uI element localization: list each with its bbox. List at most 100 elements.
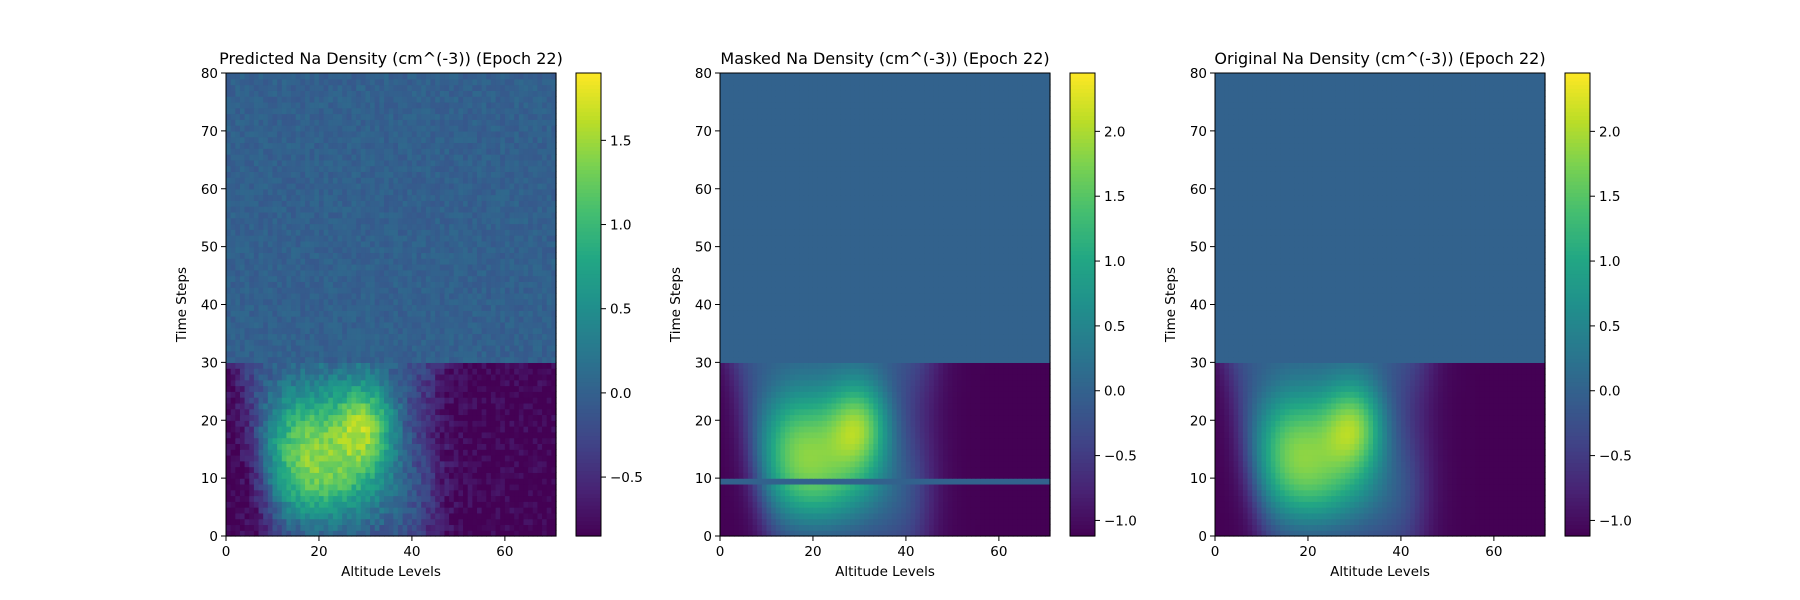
- heatmap-cell: [463, 333, 469, 340]
- heatmap-cell: [337, 142, 343, 149]
- heatmap-cell: [476, 310, 483, 317]
- heatmap-cell: [226, 507, 232, 514]
- heatmap-cell: [342, 229, 348, 236]
- heatmap-cell: [402, 443, 408, 450]
- heatmap-cell: [439, 327, 446, 335]
- heatmap-cell: [444, 466, 450, 473]
- heatmap-cell: [244, 483, 250, 491]
- heatmap-cell: [239, 449, 246, 456]
- heatmap-cell: [435, 385, 441, 392]
- heatmap-cell: [509, 426, 515, 433]
- heatmap-cell: [449, 240, 455, 248]
- heatmap-cell: [384, 449, 390, 456]
- heatmap-cell: [458, 431, 464, 439]
- heatmap-cell: [230, 304, 236, 311]
- heatmap-cell: [332, 275, 339, 282]
- heatmap-cell: [342, 518, 348, 526]
- heatmap-cell: [253, 148, 260, 155]
- heatmap-cell: [490, 182, 497, 190]
- heatmap-cell: [239, 333, 246, 340]
- heatmap-cell: [481, 217, 487, 225]
- heatmap-cell: [546, 460, 552, 468]
- heatmap-cell: [416, 333, 422, 340]
- heatmap-cell: [472, 345, 478, 352]
- heatmap-cell: [523, 501, 529, 508]
- heatmap-cell: [281, 408, 288, 416]
- heatmap-cell: [374, 518, 380, 526]
- heatmap-cell: [291, 304, 297, 311]
- heatmap-cell: [226, 512, 232, 520]
- heatmap-cell: [514, 310, 520, 317]
- heatmap-cell: [518, 304, 525, 311]
- heatmap-cell: [253, 223, 260, 230]
- heatmap-cell: [542, 507, 548, 514]
- heatmap-cell: [384, 165, 390, 172]
- heatmap-cell: [379, 269, 385, 277]
- heatmap-cell: [314, 356, 320, 363]
- heatmap-cell: [472, 136, 478, 144]
- heatmap-cell: [337, 316, 343, 323]
- heatmap-cell: [444, 356, 450, 363]
- heatmap-cell: [397, 420, 404, 427]
- heatmap-cell: [486, 321, 492, 329]
- heatmap-cell: [551, 142, 557, 149]
- heatmap-cell: [421, 402, 427, 410]
- heatmap-cell: [305, 171, 311, 178]
- heatmap-cell: [249, 316, 255, 323]
- heatmap-cell: [253, 368, 260, 375]
- heatmap-cell: [351, 275, 357, 282]
- heatmap-cell: [384, 281, 390, 288]
- heatmap-cell: [449, 258, 455, 265]
- heatmap-cell: [416, 252, 422, 259]
- heatmap-cell: [332, 460, 339, 468]
- heatmap-cell: [481, 437, 487, 444]
- heatmap-cell: [249, 292, 255, 300]
- heatmap-cell: [416, 206, 422, 213]
- heatmap-cell: [286, 379, 292, 387]
- heatmap-cell: [435, 223, 441, 230]
- heatmap-cell: [449, 206, 455, 213]
- heatmap-cell: [463, 154, 469, 161]
- heatmap-cell: [295, 402, 301, 410]
- heatmap-cell: [481, 426, 487, 433]
- heatmap-cell: [332, 206, 339, 213]
- heatmap-cell: [318, 316, 325, 323]
- heatmap-cell: [504, 188, 511, 196]
- heatmap-cell: [504, 275, 511, 282]
- heatmap-cell: [370, 524, 376, 531]
- heatmap-cell: [514, 408, 520, 416]
- heatmap-cell: [481, 391, 487, 398]
- heatmap-cell: [472, 518, 478, 526]
- heatmap-cell: [323, 397, 329, 404]
- heatmap-cell: [272, 449, 278, 456]
- heatmap-cell: [514, 431, 520, 439]
- heatmap-cell: [435, 501, 441, 508]
- heatmap-cell: [370, 402, 376, 410]
- heatmap-cell: [476, 327, 483, 335]
- heatmap-cell: [263, 472, 269, 479]
- heatmap-cell: [514, 333, 520, 340]
- heatmap-cell: [365, 188, 371, 196]
- heatmap-cell: [393, 478, 399, 485]
- heatmap-cell: [374, 200, 380, 207]
- heatmap-cell: [463, 385, 469, 392]
- heatmap-cell: [458, 397, 464, 404]
- heatmap-cell: [528, 136, 534, 144]
- heatmap-cell: [476, 304, 483, 311]
- heatmap-cell: [323, 269, 329, 277]
- heatmap-cell: [305, 206, 311, 213]
- heatmap-cell: [305, 495, 311, 502]
- heatmap-cell: [523, 478, 529, 485]
- heatmap-cell: [263, 495, 269, 502]
- heatmap-cell: [430, 437, 436, 444]
- heatmap-cell: [342, 379, 348, 387]
- heatmap-cell: [295, 246, 301, 254]
- heatmap-cell: [537, 223, 543, 230]
- heatmap-cell: [258, 339, 264, 346]
- heatmap-cell: [258, 495, 264, 502]
- heatmap-cell: [267, 454, 274, 462]
- heatmap-cell: [239, 356, 246, 363]
- heatmap-cell: [365, 235, 371, 242]
- heatmap-cell: [393, 177, 399, 184]
- heatmap-cell: [523, 177, 529, 184]
